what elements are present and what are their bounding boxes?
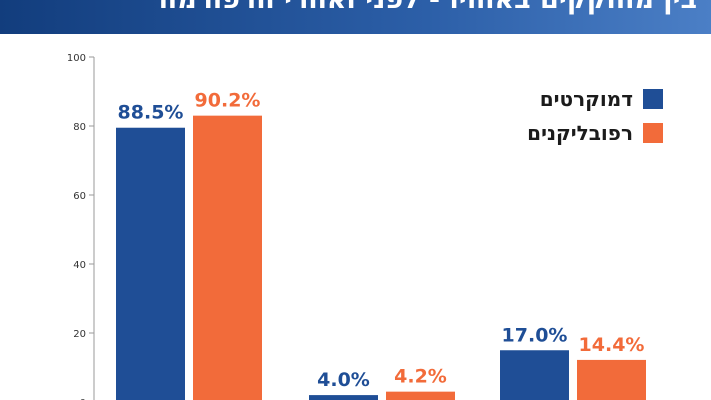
legend-label-democrats: דמוקרטים [539, 87, 633, 111]
bar-democrats-2 [309, 395, 378, 400]
y-tick-label: 60 [73, 191, 86, 202]
data-label-republicans-1: 90.2% [195, 90, 261, 112]
data-label-democrats-3: 17.0% [502, 324, 568, 346]
title-banner: בין מחוקקים באוהיו - לפני ואחרי הרפורמה [0, 0, 711, 34]
y-tick-label: 20 [73, 329, 86, 340]
data-label-democrats-1: 88.5% [118, 102, 184, 124]
chart-title: בין מחוקקים באוהיו - לפני ואחרי הרפורמה [159, 0, 697, 15]
bar-republicans-3 [577, 359, 646, 400]
bar-republicans-1 [193, 115, 262, 400]
legend-item-republicans: רפובליקנים [527, 116, 663, 150]
data-label-democrats-2: 4.0% [317, 369, 370, 391]
bar-democrats-3 [500, 350, 569, 400]
data-label-republicans-2: 4.2% [394, 366, 447, 388]
legend: דמוקרטים רפובליקנים [527, 82, 663, 150]
bar-democrats-1 [116, 127, 185, 400]
legend-label-republicans: רפובליקנים [527, 121, 633, 145]
data-label-republicans-3: 14.4% [579, 334, 645, 356]
legend-swatch-democrats [643, 89, 663, 109]
bar-republicans-2 [386, 391, 455, 400]
y-tick-label: 80 [73, 122, 86, 133]
y-tick-label: 0 [80, 398, 86, 400]
y-tick-label: 40 [73, 260, 86, 271]
legend-item-democrats: דמוקרטים [527, 82, 663, 116]
y-tick-label: 100 [67, 53, 86, 64]
legend-swatch-republicans [643, 123, 663, 143]
